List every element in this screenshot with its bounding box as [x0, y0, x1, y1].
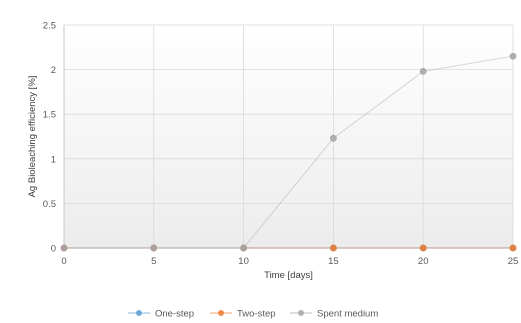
y-tick-label: 0: [51, 244, 56, 255]
x-tick-label: 15: [328, 256, 339, 267]
legend-label: Spent medium: [317, 309, 378, 320]
data-point: [509, 52, 517, 60]
y-tick-label: 1.5: [43, 110, 56, 121]
x-axis-title: Time [days]: [264, 270, 313, 281]
data-point: [60, 244, 68, 252]
legend-marker: [136, 310, 142, 316]
series-line: [64, 55, 514, 249]
data-series: [60, 52, 517, 252]
x-tick-label: 5: [151, 256, 156, 267]
data-point: [240, 244, 248, 252]
data-point: [419, 67, 427, 75]
plot-area: [64, 25, 513, 248]
data-point: [509, 244, 517, 252]
x-tick-label: 0: [61, 256, 66, 267]
y-tick-label: 1: [51, 154, 56, 165]
x-tick-label: 20: [418, 256, 429, 267]
data-point: [419, 244, 427, 252]
legend-label: One-step: [155, 309, 194, 320]
legend-item-spent-medium: Spent medium: [290, 309, 378, 320]
data-point: [150, 244, 158, 252]
legend-label: Two-step: [237, 309, 276, 320]
y-axis-title: Ag Bioleaching efficiency [%]: [27, 76, 38, 198]
data-point: [329, 134, 337, 142]
x-tick-label: 10: [238, 256, 249, 267]
y-tick-label: 2: [51, 65, 56, 76]
series-spent-medium: [60, 52, 517, 252]
y-tick-label: 2.5: [43, 21, 56, 32]
legend: One-step Two-step Spent medium: [128, 309, 378, 320]
data-point: [329, 244, 337, 252]
legend-marker: [218, 310, 224, 316]
legend-item-two-step: Two-step: [210, 309, 276, 320]
legend-item-one-step: One-step: [128, 309, 194, 320]
legend-marker: [298, 310, 304, 316]
grid-lines: [64, 24, 514, 248]
x-tick-label: 25: [508, 256, 519, 267]
y-tick-label: 0.5: [43, 199, 56, 210]
